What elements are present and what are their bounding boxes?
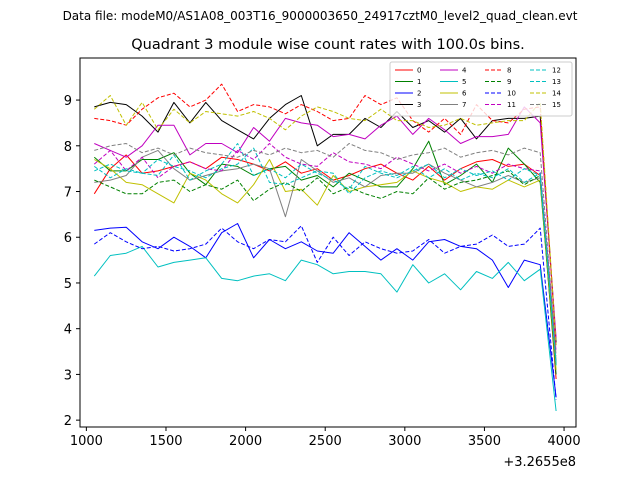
series-line-9: [94, 170, 557, 366]
legend-label-11: 11: [507, 101, 516, 109]
legend-label-6: 6: [462, 90, 467, 98]
y-tick-label: 3: [64, 368, 72, 383]
series-line-10: [94, 225, 557, 400]
legend-label-4: 4: [462, 67, 467, 75]
series-line-11: [93, 143, 557, 352]
x-tick-label: 2500: [309, 434, 342, 449]
legend-label-5: 5: [462, 78, 466, 86]
legend-label-10: 10: [507, 90, 516, 98]
x-tick-label: 1500: [149, 434, 182, 449]
legend-label-0: 0: [417, 67, 421, 75]
y-tick-label: 8: [64, 140, 72, 155]
series-line-14: [93, 95, 557, 345]
legend-label-15: 15: [552, 101, 561, 109]
series-line-0: [93, 154, 557, 380]
series-line-12: [94, 143, 557, 364]
series-line-13: [94, 147, 557, 366]
legend-label-12: 12: [552, 67, 561, 75]
legend-label-8: 8: [507, 67, 511, 75]
series-line-8: [94, 83, 557, 348]
y-tick-label: 6: [64, 231, 72, 246]
legend-label-13: 13: [552, 78, 561, 86]
x-tick-label: 3000: [388, 434, 421, 449]
legend-label-9: 9: [507, 78, 511, 86]
legend-label-3: 3: [417, 101, 421, 109]
y-tick-label: 7: [64, 186, 72, 201]
x-axis-offset-label: +3.2655e8: [503, 455, 576, 470]
series-line-6: [94, 159, 557, 370]
chart-title: Quadrant 3 module wise count rates with …: [131, 37, 525, 53]
x-tick-label: 2000: [229, 434, 262, 449]
series-layer: [93, 83, 557, 412]
legend-label-1: 1: [417, 78, 421, 86]
series-line-15: [94, 143, 557, 357]
legend-label-14: 14: [552, 90, 561, 98]
series-line-4: [94, 106, 557, 338]
y-tick-label: 9: [64, 94, 72, 109]
series-line-2: [94, 223, 557, 398]
series-line-5: [93, 245, 557, 412]
plot-frame: [79, 57, 577, 428]
x-tick-label: 3500: [468, 434, 501, 449]
series-line-1: [93, 140, 557, 375]
x-tick-label: 4000: [548, 434, 581, 449]
y-axis: 2 3 4 5 6 7 8 9: [64, 94, 80, 429]
x-axis: 1000 1500 2000 2500 3000 3500 4000: [70, 427, 581, 449]
legend-box: [389, 61, 573, 117]
legend-label-7: 7: [462, 101, 466, 109]
y-tick-label: 4: [64, 323, 72, 338]
chart-supertitle: Data file: modeM0/AS1A08_003T16_90000036…: [63, 9, 578, 23]
series-line-3: [94, 95, 557, 343]
y-tick-label: 2: [64, 414, 72, 429]
y-tick-label: 5: [64, 277, 72, 292]
x-tick-label: 1000: [70, 434, 103, 449]
legend-label-2: 2: [417, 90, 421, 98]
